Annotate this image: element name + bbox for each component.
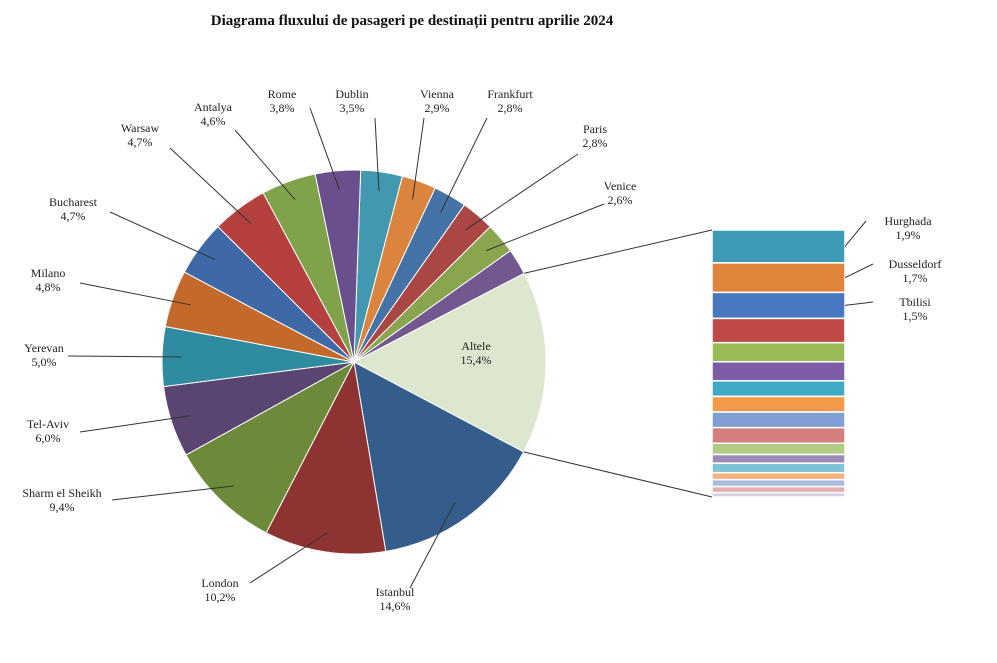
slice-value-label: 9,4% bbox=[50, 500, 75, 514]
leader-line bbox=[234, 129, 296, 200]
leader-line bbox=[109, 211, 216, 260]
leader-line bbox=[485, 203, 605, 252]
slice-label: Venice bbox=[604, 179, 637, 193]
leader-line bbox=[440, 117, 488, 213]
leader-line bbox=[412, 117, 425, 200]
bar-segment bbox=[711, 485, 846, 494]
bar-segment-tbilisi bbox=[711, 291, 846, 320]
slice-label: Rome bbox=[268, 87, 297, 101]
pie-slice-london bbox=[265, 360, 387, 555]
bar-segment bbox=[711, 453, 846, 464]
leader-line bbox=[67, 355, 182, 358]
leader-line bbox=[309, 107, 340, 190]
bar-label: Dusseldorf bbox=[889, 257, 942, 271]
bar-segment bbox=[711, 471, 846, 481]
bar-segment bbox=[711, 426, 846, 445]
bar-segment bbox=[711, 317, 846, 344]
bar-segment-dusseldorf bbox=[711, 262, 846, 294]
leader-line bbox=[111, 485, 234, 501]
pie-slice-rome bbox=[314, 169, 362, 363]
leader-line bbox=[79, 282, 191, 306]
connector-line-bottom bbox=[523, 451, 713, 498]
slice-value-label: 4,8% bbox=[36, 280, 61, 294]
pie-slice-sharm-el-sheikh bbox=[185, 360, 356, 534]
slice-label: Antalya bbox=[194, 100, 233, 114]
slice-value-label: 3,8% bbox=[270, 101, 295, 115]
bar-segment bbox=[711, 411, 846, 429]
bar-segment bbox=[711, 395, 846, 413]
bar-label: Hurghada bbox=[884, 214, 932, 228]
leader-line bbox=[465, 153, 579, 231]
slice-value-label: 6,0% bbox=[36, 431, 61, 445]
bar-value-label: 1,5% bbox=[903, 309, 928, 323]
slice-value-label: 2,6% bbox=[608, 193, 633, 207]
slice-label: Bucharest bbox=[49, 195, 98, 209]
slice-label: Vienna bbox=[420, 87, 455, 101]
leader-line bbox=[844, 263, 874, 279]
slice-value-label: 5,0% bbox=[32, 355, 57, 369]
chart-title: Diagrama fluxului de pasageri pe destina… bbox=[211, 13, 614, 29]
slice-label: Tel-Aviv bbox=[27, 417, 69, 431]
bar-segment bbox=[711, 380, 846, 398]
leader-line bbox=[409, 501, 456, 589]
slice-label: Paris bbox=[583, 122, 607, 136]
leader-line bbox=[844, 220, 867, 247]
bar-segment bbox=[711, 341, 846, 363]
bar-segment-hurghada bbox=[711, 229, 846, 264]
slice-label: Istanbul bbox=[376, 585, 415, 599]
leader-line bbox=[169, 147, 252, 224]
bar-segment bbox=[711, 491, 846, 498]
slice-value-label: 2,9% bbox=[425, 101, 450, 115]
leader-line bbox=[79, 415, 190, 433]
slice-label: Sharm el Sheikh bbox=[22, 486, 101, 500]
bar-segment bbox=[711, 361, 846, 382]
slice-label: Altele bbox=[461, 339, 490, 353]
slice-label: Warsaw bbox=[121, 121, 160, 135]
slice-label: Dublin bbox=[335, 87, 368, 101]
slice-value-label: 10,2% bbox=[205, 590, 236, 604]
slice-value-label: 15,4% bbox=[461, 353, 492, 367]
connector-line-top bbox=[524, 229, 713, 274]
bar-label: Tbilisi bbox=[899, 295, 931, 309]
slice-value-label: 14,6% bbox=[380, 599, 411, 613]
slice-value-label: 4,7% bbox=[61, 209, 86, 223]
slice-label: Milano bbox=[31, 266, 66, 280]
bar-segment bbox=[711, 478, 846, 488]
bar-segment bbox=[711, 442, 846, 456]
slice-value-label: 4,6% bbox=[201, 114, 226, 128]
pie-slice-istanbul bbox=[353, 361, 525, 552]
bar-segment bbox=[711, 462, 846, 474]
slice-value-label: 2,8% bbox=[583, 136, 608, 150]
slice-label: Frankfurt bbox=[487, 87, 533, 101]
pie-slice-altele bbox=[352, 272, 547, 453]
bar-value-label: 1,9% bbox=[896, 228, 921, 242]
bar-value-label: 1,7% bbox=[903, 271, 928, 285]
slice-label: London bbox=[201, 576, 238, 590]
leader-line bbox=[374, 117, 380, 192]
slice-value-label: 2,8% bbox=[498, 101, 523, 115]
leader-line bbox=[249, 532, 328, 584]
slice-value-label: 4,7% bbox=[128, 135, 153, 149]
slice-label: Yerevan bbox=[24, 341, 63, 355]
slice-value-label: 3,5% bbox=[340, 101, 365, 115]
leader-line bbox=[844, 301, 874, 306]
